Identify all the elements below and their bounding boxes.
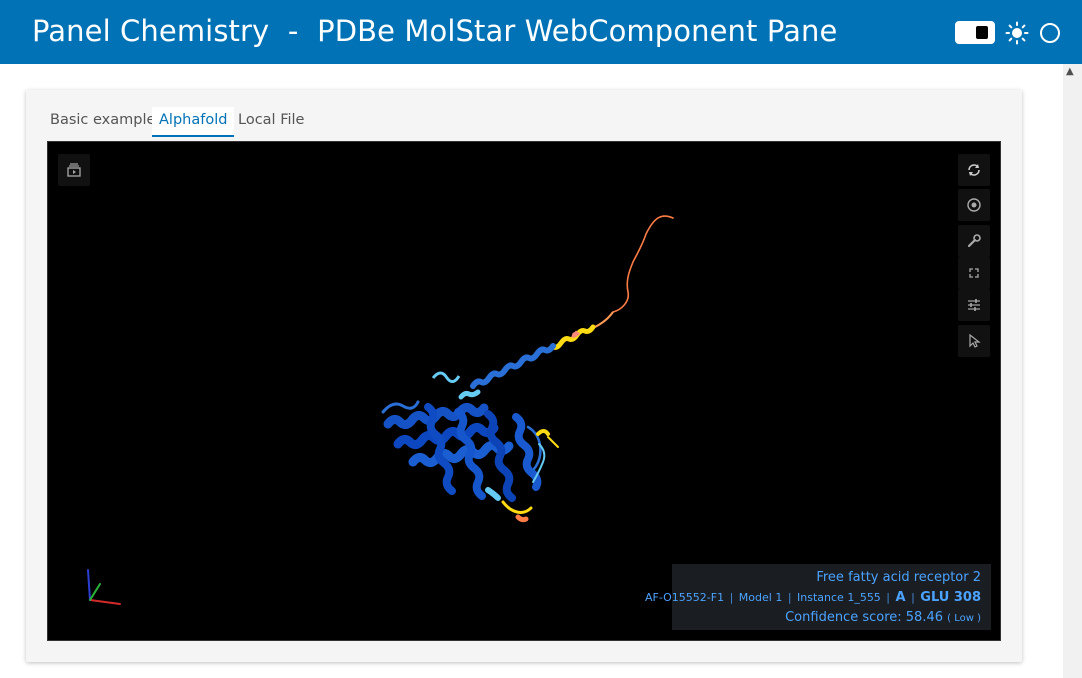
controls-button[interactable] [958, 225, 990, 257]
instance-label: Instance 1_555 [797, 591, 881, 604]
theme-toggle[interactable] [955, 21, 995, 44]
selection-cursor-icon [969, 333, 981, 348]
expand-button[interactable] [958, 257, 990, 289]
settings-sliders-icon [968, 299, 980, 311]
residue-label: GLU 308 [920, 590, 981, 605]
scroll-up-arrow-icon[interactable]: ▲ [1066, 66, 1074, 77]
entry-id: AF-O15552-F1 [645, 591, 725, 604]
reset-icon [968, 164, 980, 176]
residue-location: AF-O15552-F1 | Model 1 | Instance 1_555 … [645, 590, 981, 605]
expand-icon [969, 268, 979, 278]
screenshot-button[interactable] [958, 189, 990, 221]
tab-alphafold[interactable]: Alphafold [152, 107, 235, 137]
chain-label: A [895, 590, 906, 605]
circle-icon[interactable] [1040, 23, 1060, 43]
protein-structure-canvas[interactable] [48, 142, 1002, 642]
selection-mode-button[interactable] [958, 325, 990, 357]
screenshot-icon [967, 198, 981, 212]
confidence-level: ( Low ) [947, 613, 981, 624]
page-title: Panel Chemistry - PDBe MolStar WebCompon… [32, 14, 838, 48]
sun-icon[interactable] [1005, 21, 1029, 45]
structure-info-panel: Free fatty acid receptor 2 AF-O15552-F1 … [645, 564, 991, 630]
protein-name: Free fatty acid receptor 2 [816, 570, 981, 585]
confidence-value: Confidence score: 58.46 [785, 610, 943, 625]
animation-icon [67, 163, 81, 177]
tab-basic-example[interactable]: Basic example [50, 112, 156, 128]
molstar-viewer[interactable]: Free fatty acid receptor 2 AF-O15552-F1 … [47, 141, 1001, 641]
wrench-icon [967, 234, 981, 248]
reset-view-button[interactable] [958, 154, 990, 186]
animation-button[interactable] [58, 154, 90, 186]
toggle-knob [976, 26, 988, 39]
confidence-score: Confidence score: 58.46 ( Low ) [785, 610, 981, 625]
tab-local-file[interactable]: Local File [238, 112, 305, 128]
app-header: Panel Chemistry - PDBe MolStar WebCompon… [0, 0, 1082, 64]
settings-button[interactable] [958, 289, 990, 321]
vertical-scrollbar[interactable] [1063, 64, 1082, 678]
model-label: Model 1 [738, 591, 783, 604]
